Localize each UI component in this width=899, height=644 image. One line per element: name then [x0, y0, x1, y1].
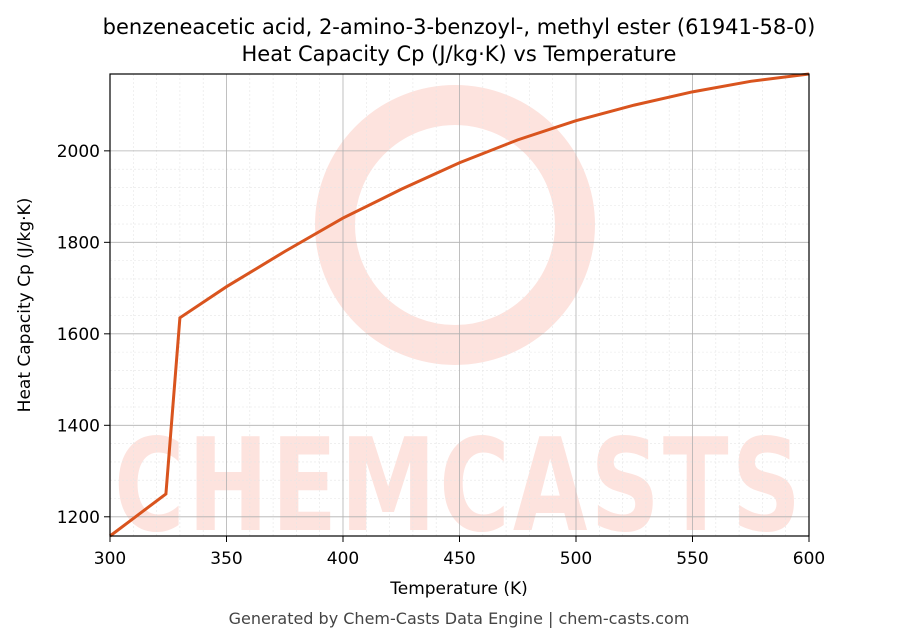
x-axis-label: Temperature (K) [389, 579, 528, 599]
x-tick-label: 600 [793, 549, 825, 569]
x-tick-label: 450 [443, 549, 475, 569]
x-tick-label: 550 [676, 549, 708, 569]
watermark-ring [315, 85, 595, 365]
y-tick-label: 2000 [57, 142, 100, 162]
chart-subtitle: Heat Capacity Cp (J/kg·K) vs Temperature [242, 42, 677, 66]
data-line [109, 72, 810, 538]
y-axis-label: Heat Capacity Cp (J/kg·K) [15, 198, 35, 413]
y-tick-label: 1400 [57, 416, 100, 436]
x-tick-label: 300 [94, 549, 126, 569]
y-tick-label: 1600 [57, 325, 100, 345]
plot-frame [109, 73, 810, 537]
y-tick-label: 1800 [57, 233, 100, 253]
x-tick-label: 400 [327, 549, 359, 569]
y-tick-label: 1200 [57, 508, 100, 528]
footer: Generated by Chem-Casts Data Engine | ch… [229, 609, 690, 628]
chart-title: benzeneacetic acid, 2-amino-3-benzoyl-, … [103, 15, 816, 39]
x-tick-label: 500 [560, 549, 592, 569]
x-tick-label: 350 [210, 549, 242, 569]
